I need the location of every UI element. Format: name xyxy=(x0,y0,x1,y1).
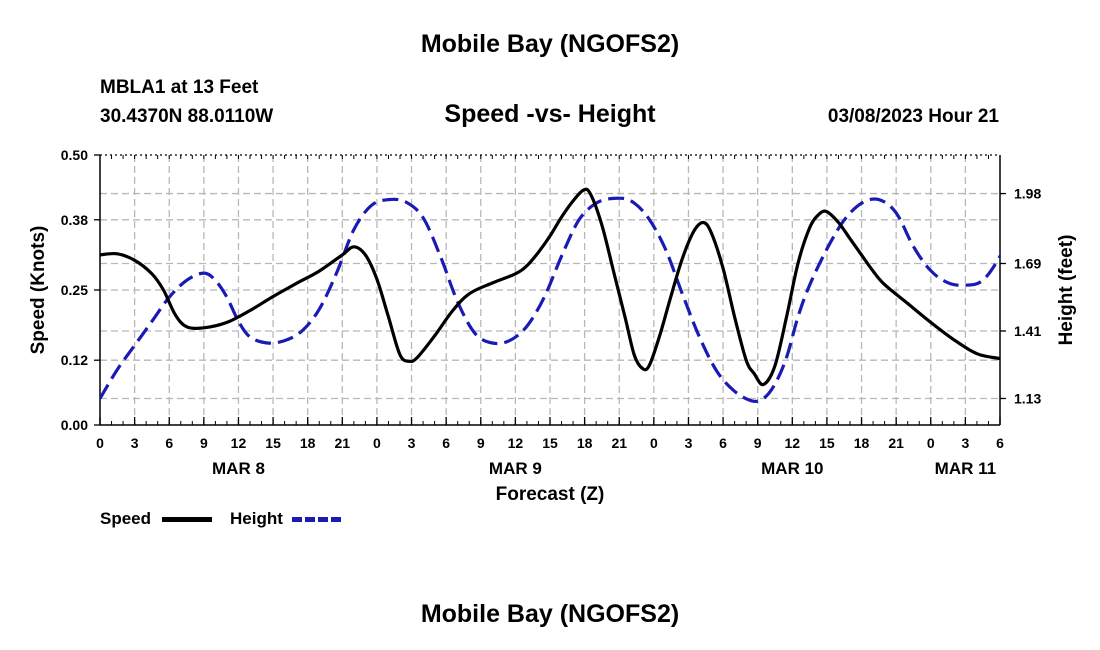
x-tick-label-24: 0 xyxy=(927,435,935,451)
x-tick-label-1: 3 xyxy=(131,435,139,451)
series-line-speed xyxy=(100,187,1000,387)
y2-tick-label-1: 1.41 xyxy=(1014,323,1041,339)
y2-axis-label: Height (feet) xyxy=(1056,235,1077,346)
x-tick-label-23: 21 xyxy=(888,435,904,451)
x-tick-label-11: 9 xyxy=(477,435,485,451)
x-tick-label-5: 15 xyxy=(265,435,281,451)
page-title: Mobile Bay (NGOFS2) xyxy=(420,30,680,58)
forecast-datetime: 03/08/2023 Hour 21 xyxy=(827,106,999,127)
footer-title: Mobile Bay (NGOFS2) xyxy=(420,600,680,628)
x-tick-label-6: 18 xyxy=(300,435,316,451)
y-tick-label-3: 0.38 xyxy=(61,212,88,228)
x-tick-label-0: 0 xyxy=(96,435,104,451)
y2-tick-label-3: 1.98 xyxy=(1014,186,1041,202)
date-label-3: MAR 11 xyxy=(935,459,996,478)
x-tick-label-4: 12 xyxy=(231,435,247,451)
series-line-height xyxy=(100,196,1000,404)
x-tick-label-16: 0 xyxy=(650,435,658,451)
x-tick-label-14: 18 xyxy=(577,435,593,451)
y-tick-label-4: 0.50 xyxy=(61,147,88,163)
legend-swatch-speed xyxy=(162,517,212,522)
x-tick-label-8: 0 xyxy=(373,435,381,451)
x-tick-label-20: 12 xyxy=(785,435,801,451)
date-label-0: MAR 8 xyxy=(212,459,265,478)
date-label-2: MAR 10 xyxy=(761,459,823,478)
x-tick-label-7: 21 xyxy=(335,435,351,451)
x-tick-label-19: 9 xyxy=(754,435,762,451)
y-tick-label-1: 0.12 xyxy=(61,352,88,368)
x-tick-label-26: 6 xyxy=(996,435,1004,451)
y2-tick-label-2: 1.69 xyxy=(1014,255,1041,271)
chart-subtitle: Speed -vs- Height xyxy=(444,100,656,128)
date-label-1: MAR 9 xyxy=(489,459,542,478)
x-tick-label-17: 3 xyxy=(685,435,693,451)
y2-tick-label-0: 1.13 xyxy=(1014,390,1041,406)
x-tick-label-2: 6 xyxy=(165,435,173,451)
y-tick-label-0: 0.00 xyxy=(61,417,88,433)
x-tick-label-10: 6 xyxy=(442,435,450,451)
x-tick-label-12: 12 xyxy=(508,435,524,451)
legend-swatch-height xyxy=(292,517,342,522)
station-label: MBLA1 at 13 Feet xyxy=(100,77,259,98)
x-tick-label-15: 21 xyxy=(611,435,627,451)
x-tick-label-18: 6 xyxy=(719,435,727,451)
legend-label-height: Height xyxy=(230,509,283,528)
station-coordinates: 30.4370N 88.0110W xyxy=(100,106,274,127)
x-tick-label-21: 15 xyxy=(819,435,835,451)
y-tick-label-2: 0.25 xyxy=(61,282,88,298)
x-tick-label-22: 18 xyxy=(854,435,870,451)
x-tick-label-3: 9 xyxy=(200,435,208,451)
x-tick-label-25: 3 xyxy=(961,435,969,451)
x-tick-label-9: 3 xyxy=(408,435,416,451)
y-axis-label: Speed (Knots) xyxy=(28,226,49,355)
x-tick-label-13: 15 xyxy=(542,435,558,451)
legend-label-speed: Speed xyxy=(100,509,152,528)
x-axis-label: Forecast (Z) xyxy=(496,484,605,505)
